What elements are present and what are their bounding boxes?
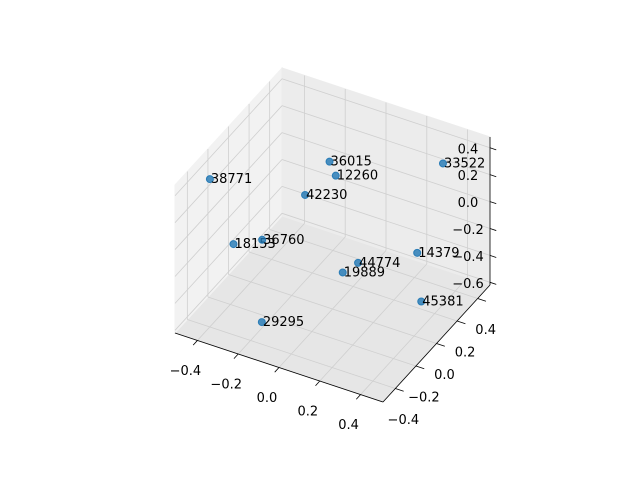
point-label: 14379 [418,246,459,261]
y-tick-label: −0.2 [408,391,440,406]
grid-line [174,213,283,331]
grid-line [269,229,478,299]
tick-mark [192,340,198,346]
grid-line [187,319,396,389]
y-tick-label: 0.4 [475,323,496,338]
grid-line [207,296,417,367]
point [438,159,447,168]
grid-line [281,105,491,176]
point-label: 44774 [359,256,400,271]
tick-mark [489,228,497,231]
x-axis-line [174,332,384,403]
grid-line [174,159,283,277]
tick-mark [415,365,425,370]
point-label: 38771 [211,172,252,187]
point-label: 45381 [422,295,463,310]
z-tick-label: −0.6 [452,277,484,292]
tick-mark [233,353,239,359]
point-label: 29295 [263,315,304,330]
x-tick-label: −0.2 [210,377,242,392]
z-tick-label: 0.4 [458,142,479,157]
point [301,190,310,199]
z-tick-label: 0.0 [458,196,479,211]
x-tick-label: 0.0 [257,391,278,406]
point [205,175,214,184]
y-tick-label: 0.0 [434,368,455,383]
tick-mark [315,380,321,386]
y-axis-line [382,284,491,403]
point-label: 19889 [344,265,385,280]
point-label: 36015 [331,155,372,170]
point [325,157,334,166]
grid-line [281,212,491,283]
z-tick-label: −0.4 [452,250,484,265]
grid-line [281,132,491,202]
z-tick-label: −0.2 [452,223,484,238]
grid-line [281,186,491,256]
tick-mark [395,388,404,392]
grid-line [174,105,283,223]
x-tick-label: 0.4 [338,418,359,433]
grid-line [174,132,283,250]
tick-mark [274,367,280,373]
tick-mark [355,394,361,400]
point [258,235,267,244]
grid-line [281,78,491,149]
point [331,171,340,180]
x-tick-label: −0.4 [170,364,202,379]
point [229,240,238,249]
z-tick-label: 0.2 [458,169,479,184]
tick-mark [489,201,497,205]
point-label: 12260 [337,169,378,184]
tick-mark [477,298,487,302]
point-label: 42230 [306,188,347,203]
tick-mark [489,174,497,178]
grid-line [174,78,283,197]
tick-mark [489,147,497,151]
tick-mark [489,255,497,258]
point [354,258,363,267]
grid-line [174,186,283,304]
point [338,268,347,277]
y-tick-label: 0.2 [455,346,476,361]
point-label: 36760 [263,233,304,248]
point [257,318,266,327]
grid-line [228,274,437,344]
tick-mark [456,320,466,325]
y-tick-label: −0.4 [388,413,420,428]
point-label: 33522 [444,156,485,171]
tick-mark [436,343,445,347]
tick-mark [489,281,497,285]
point [417,297,426,306]
grid-line [248,251,458,322]
point [413,248,422,257]
x-tick-label: 0.2 [297,405,318,420]
grid-line [281,159,491,229]
